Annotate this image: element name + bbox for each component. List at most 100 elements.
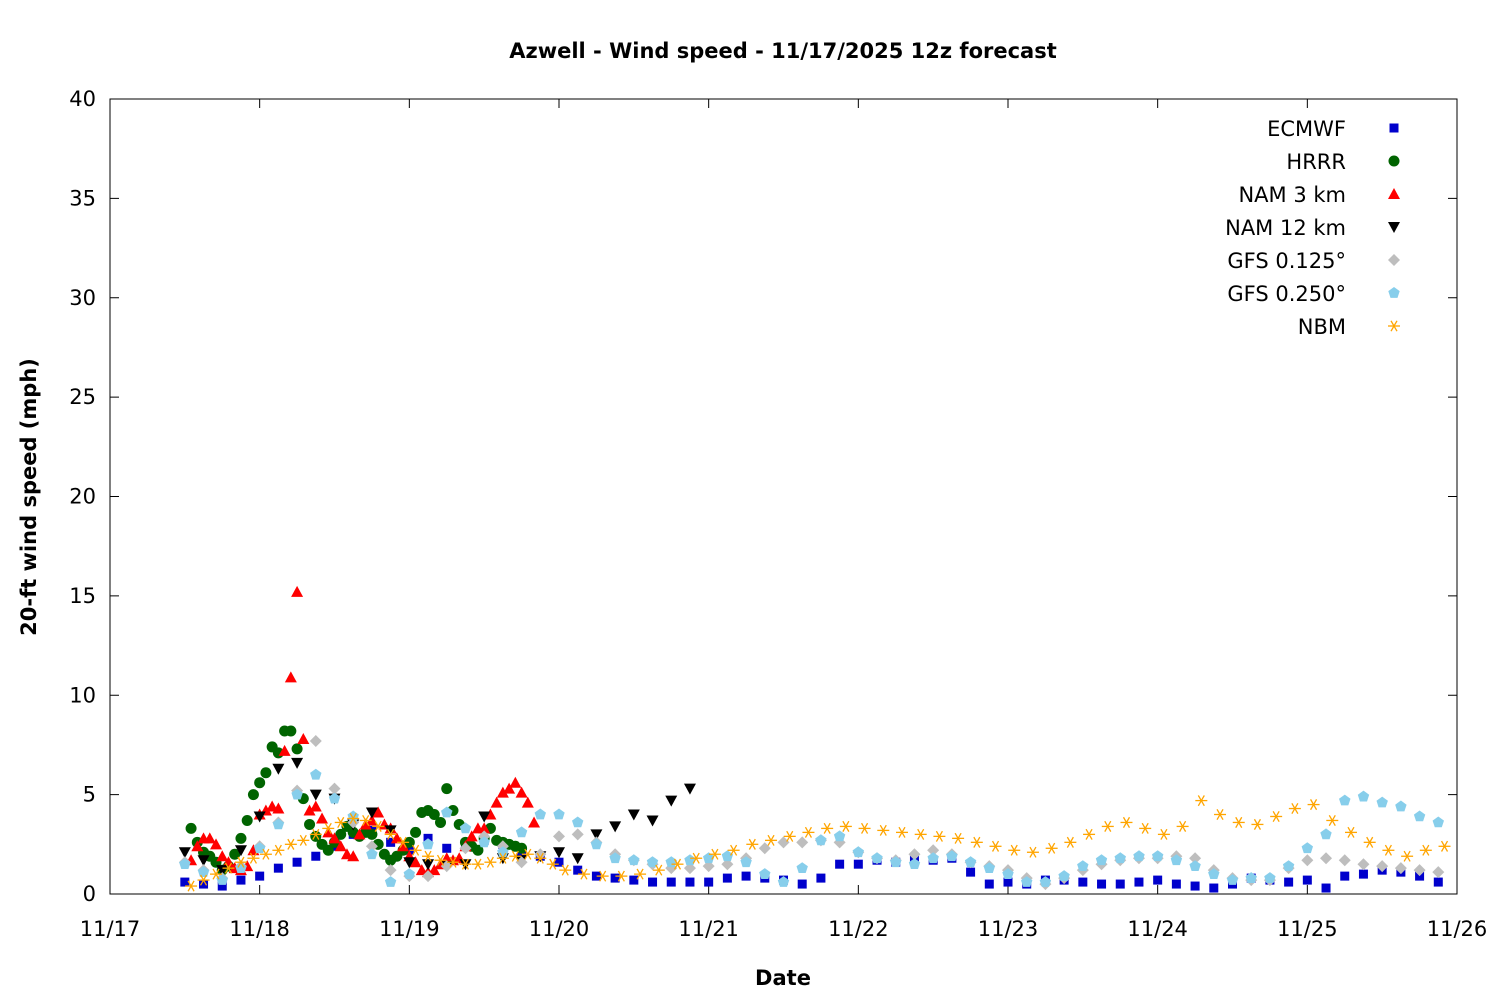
- data-point: [384, 828, 397, 840]
- data-point: [515, 826, 528, 838]
- data-point: [908, 848, 921, 861]
- x-tick-label: 11/24: [1127, 917, 1188, 941]
- data-point: [1097, 879, 1107, 889]
- data-point: [1208, 868, 1220, 879]
- data-point: [721, 850, 734, 862]
- data-point: [853, 859, 863, 869]
- data-point: [895, 826, 908, 838]
- data-point: [952, 832, 965, 844]
- data-point: [852, 846, 864, 858]
- data-point: [397, 836, 410, 848]
- data-point: [478, 836, 490, 848]
- data-point: [178, 847, 191, 859]
- data-point: [1270, 810, 1283, 823]
- data-point: [403, 857, 416, 869]
- data-point: [386, 837, 396, 847]
- data-point: [216, 850, 229, 862]
- data-point: [546, 858, 559, 870]
- data-point: [234, 856, 247, 868]
- data-point: [1195, 795, 1208, 807]
- data-point: [365, 807, 378, 819]
- data-point: [235, 832, 247, 844]
- data-point: [334, 840, 347, 852]
- data-point: [1251, 818, 1264, 830]
- data-point: [628, 854, 640, 866]
- x-axis-label: Date: [755, 966, 811, 990]
- data-point: [291, 585, 304, 597]
- data-point: [534, 852, 547, 864]
- data-point: [816, 873, 826, 883]
- x-tick-label: 11/19: [379, 917, 440, 941]
- data-point: [328, 832, 341, 844]
- data-point: [422, 850, 435, 862]
- data-point: [210, 868, 223, 880]
- data-point: [984, 879, 994, 889]
- data-point: [446, 856, 459, 868]
- data-point: [610, 873, 620, 883]
- data-point: [347, 812, 360, 824]
- data-point: [409, 856, 422, 868]
- legend: ECMWF HRRR NAM 3 km NAM 12 km GFS 0.125° GFS …: [1225, 117, 1400, 339]
- data-point: [554, 857, 564, 867]
- data-point: [746, 838, 759, 850]
- data-point: [1209, 883, 1219, 893]
- data-point: [1419, 844, 1432, 856]
- data-point: [634, 868, 647, 880]
- data-point: [966, 867, 976, 877]
- data-point: [1344, 826, 1357, 838]
- data-point: [1376, 796, 1388, 808]
- data-point: [496, 786, 509, 798]
- data-point: [297, 834, 310, 846]
- y-tick-label: 40: [69, 87, 96, 111]
- data-point: [559, 864, 572, 876]
- data-point: [1078, 877, 1088, 887]
- data-point: [1008, 844, 1021, 856]
- data-point: [908, 858, 921, 869]
- data-point: [590, 829, 603, 841]
- data-point: [309, 734, 322, 747]
- data-point: [1245, 872, 1257, 883]
- data-point: [241, 814, 253, 826]
- data-point: [291, 757, 304, 769]
- data-point: [422, 870, 435, 883]
- data-point: [334, 816, 347, 828]
- data-point: [964, 856, 977, 868]
- data-point: [1083, 828, 1096, 840]
- data-point: [1432, 816, 1444, 828]
- data-point: [471, 858, 484, 870]
- legend-label: GFS 0.125°: [1227, 249, 1346, 273]
- data-point: [646, 856, 659, 868]
- data-point: [573, 865, 583, 875]
- data-point: [671, 858, 684, 870]
- data-point: [1002, 868, 1014, 879]
- data-point: [235, 862, 247, 873]
- data-point: [927, 844, 940, 857]
- data-point: [1395, 800, 1407, 812]
- data-point: [247, 789, 259, 801]
- x-tick-label: 11/20: [529, 917, 590, 941]
- data-point: [1301, 854, 1314, 867]
- data-point: [858, 822, 871, 834]
- data-point: [247, 852, 260, 864]
- legend-label: NAM 3 km: [1238, 183, 1346, 207]
- data-point: [1357, 790, 1370, 802]
- data-point: [254, 842, 266, 854]
- data-point: [1382, 844, 1395, 856]
- data-point: [1157, 828, 1170, 840]
- data-point: [478, 811, 491, 823]
- data-point: [322, 844, 334, 856]
- data-point: [704, 877, 714, 887]
- data-point: [871, 852, 883, 864]
- data-point: [410, 826, 422, 838]
- data-point: [384, 864, 397, 877]
- data-point: [815, 834, 827, 846]
- data-point: [309, 800, 322, 812]
- data-point: [777, 836, 790, 849]
- data-point: [1026, 846, 1039, 858]
- x-tick-label: 11/23: [978, 917, 1039, 941]
- data-point: [328, 782, 341, 795]
- data-point: [703, 852, 715, 864]
- data-point: [609, 821, 622, 833]
- data-point: [553, 830, 565, 843]
